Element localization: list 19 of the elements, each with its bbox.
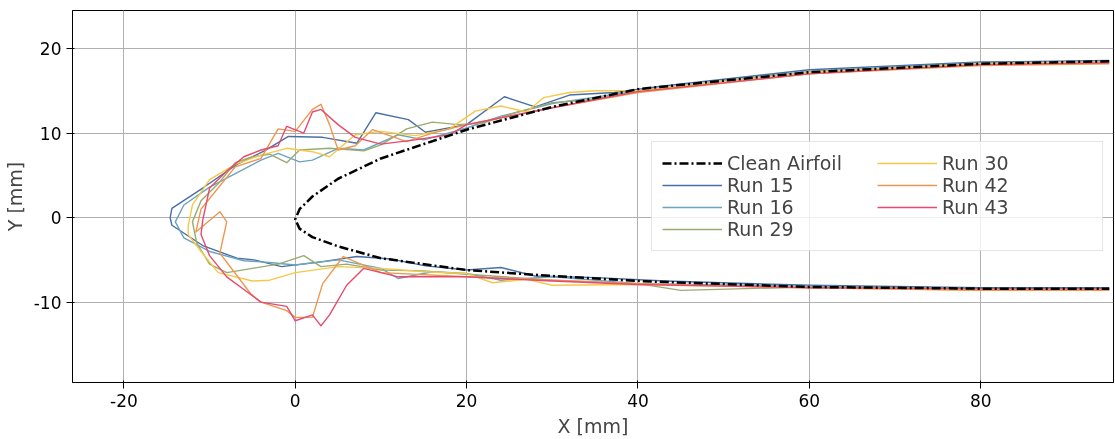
- legend-label: Run 30: [942, 152, 1010, 174]
- x-tick-label: 60: [798, 390, 821, 411]
- legend-label: Run 29: [727, 218, 795, 240]
- legend-label: Run 15: [727, 174, 795, 196]
- x-tick-label: 20: [455, 390, 478, 411]
- y-tick-label: 0: [50, 208, 62, 229]
- x-tick-label: 0: [289, 390, 301, 411]
- x-tick-label: -20: [110, 390, 138, 411]
- x-axis-title: X [mm]: [557, 414, 629, 437]
- legend-label: Run 43: [942, 196, 1010, 218]
- x-tick-label: 80: [969, 390, 992, 411]
- legend-label: Clean Airfoil: [727, 152, 843, 174]
- y-axis-title: Y [mm]: [3, 161, 26, 233]
- x-tick-label: 40: [627, 390, 649, 411]
- legend-label: Run 16: [727, 196, 795, 218]
- y-tick-label: 10: [39, 123, 62, 144]
- y-tick-label: 20: [39, 39, 62, 60]
- legend-label: Run 42: [942, 174, 1010, 196]
- y-tick-label: -10: [33, 292, 62, 313]
